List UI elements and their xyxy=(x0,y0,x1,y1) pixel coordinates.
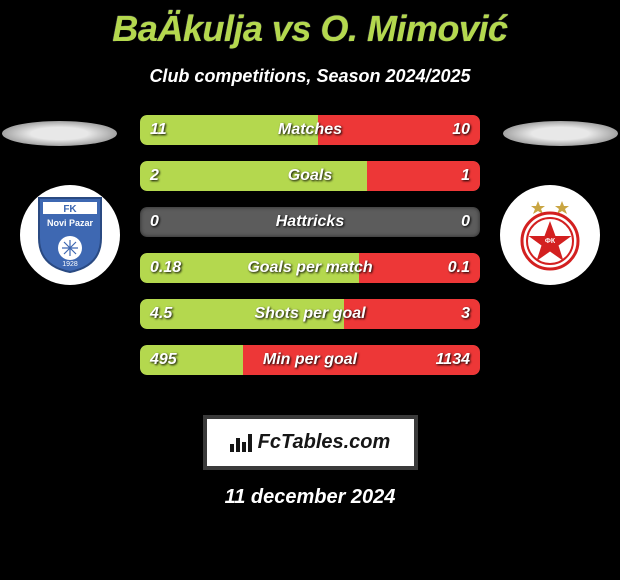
stat-right-value: 10 xyxy=(452,121,470,139)
brand-label: FcTables.com xyxy=(258,431,391,454)
subtitle: Club competitions, Season 2024/2025 xyxy=(0,66,620,87)
stat-right-value: 0 xyxy=(461,213,470,231)
stat-right-value: 1134 xyxy=(436,351,470,369)
stat-right-value: 1 xyxy=(461,167,470,185)
brand-bars-icon xyxy=(230,434,252,452)
stat-label: Goals xyxy=(140,167,480,185)
stat-label: Shots per goal xyxy=(140,305,480,323)
stat-row: 11Matches10 xyxy=(140,115,480,145)
brand-box: FcTables.com xyxy=(203,415,418,470)
date-label: 11 december 2024 xyxy=(0,486,620,509)
crvena-zvezda-crest-icon: ФК xyxy=(514,199,586,271)
svg-text:1928: 1928 xyxy=(62,261,78,268)
team-badge-left: FK Novi Pazar 1928 xyxy=(20,185,120,285)
spotlight-left xyxy=(2,121,117,146)
spotlight-right xyxy=(503,121,618,146)
svg-text:FK: FK xyxy=(63,204,77,215)
svg-text:ФК: ФК xyxy=(545,238,556,245)
stat-row: 0Hattricks0 xyxy=(140,207,480,237)
stat-bars: 11Matches10 2Goals1 0Hattricks0 0.18Goals p… xyxy=(140,115,480,391)
stat-label: Min per goal xyxy=(140,351,480,369)
comparison-arena: FK Novi Pazar 1928 ФК 11Matches10 2Goals1… xyxy=(0,115,620,415)
team-badge-right: ФК xyxy=(500,185,600,285)
stat-row: 0.18Goals per match0.1 xyxy=(140,253,480,283)
stat-row: 4.5Shots per goal3 xyxy=(140,299,480,329)
novi-pazar-shield-icon: FK Novi Pazar 1928 xyxy=(37,196,103,274)
stat-right-value: 3 xyxy=(461,305,470,323)
stat-label: Matches xyxy=(140,121,480,139)
stat-row: 495Min per goal1134 xyxy=(140,345,480,375)
stat-label: Goals per match xyxy=(140,259,480,277)
brand-logo: FcTables.com xyxy=(230,431,391,454)
page-title: BaÄkulja vs O. Mimović xyxy=(0,0,620,50)
stat-right-value: 0.1 xyxy=(448,259,470,277)
stat-label: Hattricks xyxy=(140,213,480,231)
stat-row: 2Goals1 xyxy=(140,161,480,191)
svg-text:Novi Pazar: Novi Pazar xyxy=(47,218,94,228)
